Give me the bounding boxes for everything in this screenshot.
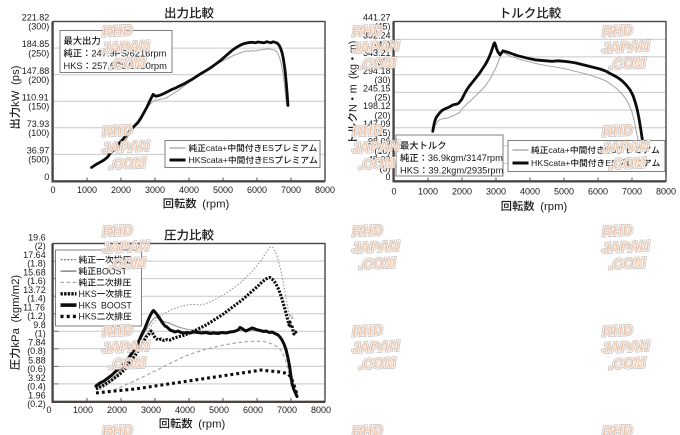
svg-text:6000: 6000 [247,185,267,195]
svg-text:(kgm/m2): (kgm/m2) [10,275,22,323]
svg-text:(1.8): (1.8) [27,258,46,268]
svg-text:HKScata+: HKScata+ [531,158,570,168]
svg-text:(2): (2) [35,241,46,251]
svg-text:HKS: HKS [64,61,83,71]
svg-text:3000: 3000 [486,187,506,197]
svg-text:0: 0 [392,187,397,197]
svg-text:36.97: 36.97 [27,146,50,156]
svg-text:11.76: 11.76 [23,303,45,313]
svg-text:7.84: 7.84 [28,338,46,348]
svg-text:BOOST: BOOST [101,300,132,310]
svg-text:3000: 3000 [145,185,165,195]
svg-text:73.93: 73.93 [27,119,50,129]
svg-text:m: m [348,84,360,93]
svg-text:0: 0 [47,405,52,415]
svg-text:39.2kgm/2935rpm: 39.2kgm/2935rpm [428,166,503,176]
svg-text:198.12: 198.12 [363,101,391,111]
svg-text:(250): (250) [28,48,49,58]
svg-text:3000: 3000 [141,405,161,415]
svg-text:0: 0 [44,172,49,182]
svg-text:kW: kW [10,90,22,107]
svg-text:HKScata+: HKScata+ [189,155,228,165]
svg-text:cata+: cata+ [206,143,228,153]
svg-text:ES: ES [605,158,617,168]
svg-text:221.82: 221.82 [22,13,50,23]
svg-text:ES: ES [263,155,275,165]
svg-text:4000: 4000 [520,187,540,197]
svg-text:5000: 5000 [213,185,233,195]
svg-text:(25): (25) [375,93,391,103]
svg-text:2000: 2000 [107,405,127,415]
svg-text:8000: 8000 [656,187,676,197]
svg-text:7000: 7000 [277,405,297,415]
svg-text:(0.8): (0.8) [27,346,46,356]
svg-text:2000: 2000 [111,185,131,195]
svg-text:(ps): (ps) [10,65,22,85]
svg-text:(30): (30) [375,75,391,85]
svg-text:98.06: 98.06 [368,137,391,147]
svg-text:184.85: 184.85 [22,39,50,49]
svg-text:13.72: 13.72 [23,285,46,295]
svg-text:(rpm): (rpm) [198,419,225,431]
svg-text:9.8: 9.8 [33,320,46,330]
svg-text:19.6: 19.6 [28,232,46,242]
svg-text:(200): (200) [28,75,49,85]
svg-text:6000: 6000 [588,187,608,197]
svg-text:441.27: 441.27 [363,13,391,23]
svg-text:(1.6): (1.6) [27,276,46,286]
svg-text:BOOST: BOOST [96,266,127,276]
svg-text:(150): (150) [28,101,49,111]
svg-text:N: N [348,104,360,112]
svg-text:(kg: (kg [348,64,360,79]
svg-text:0: 0 [385,172,390,182]
svg-text:110.91: 110.91 [22,92,49,102]
svg-text:6000: 6000 [243,405,263,415]
svg-text:36.9kgm/3147rpm: 36.9kgm/3147rpm [428,153,503,163]
svg-text:5000: 5000 [554,187,574,197]
svg-text:4000: 4000 [175,405,195,415]
svg-text:kPa: kPa [10,327,22,347]
svg-text:(1.2): (1.2) [27,311,46,321]
svg-text:(rpm): (rpm) [202,199,229,211]
svg-text:4000: 4000 [179,185,199,195]
svg-text:247.9PS/6216rpm: 247.9PS/6216rpm [91,49,166,59]
svg-text:5.88: 5.88 [28,355,46,365]
svg-text:HKS: HKS [79,289,97,299]
svg-text:(0.2): (0.2) [27,399,46,409]
svg-text:17.64: 17.64 [23,250,46,260]
svg-text:294.18: 294.18 [363,66,391,76]
svg-text:(300): (300) [28,22,49,32]
svg-text:(0.4): (0.4) [27,381,46,391]
svg-text:(0.6): (0.6) [27,364,46,374]
svg-text:147.88: 147.88 [22,66,50,76]
svg-text:1000: 1000 [77,185,97,195]
svg-text:cata+: cata+ [548,145,570,155]
svg-text:(rpm): (rpm) [540,201,567,213]
svg-text:HKS: HKS [79,312,97,322]
svg-text:2000: 2000 [452,187,472,197]
svg-text:7000: 7000 [281,185,301,195]
svg-text:HKS: HKS [400,166,419,176]
svg-text:8000: 8000 [311,405,331,415]
svg-text:15.68: 15.68 [23,268,46,278]
svg-text:ES: ES [262,143,274,153]
svg-text:(1.4): (1.4) [27,294,46,304]
svg-text:HKS: HKS [79,300,97,310]
svg-text:3.92: 3.92 [28,373,46,383]
svg-text:343.21: 343.21 [363,48,391,58]
svg-text:8000: 8000 [315,185,335,195]
svg-text:(500): (500) [28,155,49,165]
svg-text:1000: 1000 [418,187,438,197]
svg-text:147.09: 147.09 [363,119,391,129]
svg-text:5000: 5000 [209,405,229,415]
svg-text:7000: 7000 [622,187,642,197]
svg-text:(100): (100) [28,128,49,138]
svg-text:245.15: 245.15 [363,83,391,93]
svg-text:0: 0 [51,185,56,195]
svg-text:1.96: 1.96 [28,390,46,400]
svg-text:(20): (20) [375,110,391,120]
svg-text:(1): (1) [35,329,46,339]
svg-text:1000: 1000 [73,405,93,415]
